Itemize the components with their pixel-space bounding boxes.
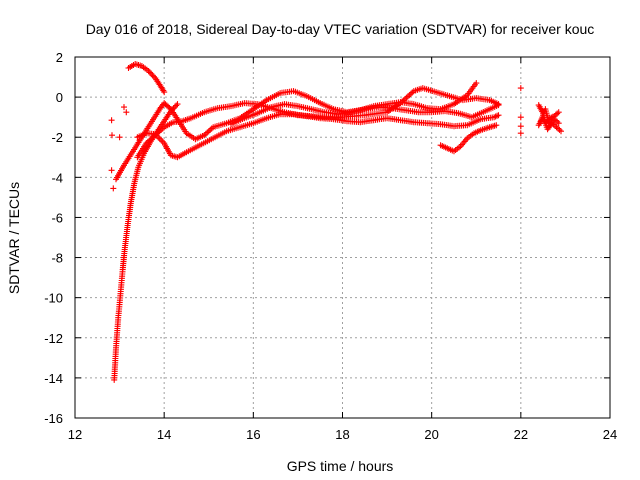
data-point	[493, 122, 500, 129]
data-point	[109, 132, 115, 139]
data-point	[145, 68, 152, 74]
data-point	[517, 114, 524, 121]
data-point	[517, 85, 524, 92]
y-tick-label: -14	[44, 371, 63, 386]
data-point	[108, 167, 115, 174]
x-tick-label: 22	[514, 427, 528, 442]
data-point	[174, 101, 181, 108]
data-point	[121, 104, 127, 111]
data-point	[552, 111, 559, 118]
y-tick-label: 0	[56, 90, 63, 105]
data-point	[397, 100, 404, 107]
y-axis-label: SDTVAR / TECUs	[6, 182, 22, 294]
data-point	[158, 137, 165, 144]
data-point	[495, 112, 502, 119]
x-tick-labels: 12 14 16 18 20 22 24	[68, 427, 617, 442]
y-tick-label: -4	[51, 170, 63, 185]
x-axis-label: GPS time / hours	[287, 458, 394, 474]
data-point	[146, 69, 153, 76]
y-tick-label: -8	[51, 251, 63, 266]
data-point	[161, 89, 168, 96]
data-point	[552, 117, 559, 124]
data-point	[555, 120, 562, 127]
y-tick-label: -2	[51, 130, 63, 145]
x-tick-label: 16	[246, 427, 260, 442]
data-point	[554, 110, 561, 117]
y-tick-label: -16	[44, 411, 63, 426]
x-tick-label: 24	[603, 427, 617, 442]
data-point	[494, 112, 501, 119]
x-tick-label: 18	[335, 427, 349, 442]
data-point	[517, 123, 524, 130]
y-tick-label: -6	[51, 210, 63, 225]
data-point	[116, 134, 123, 141]
data-point	[495, 102, 502, 109]
data-point	[205, 128, 212, 135]
y-tick-label: -12	[44, 331, 63, 346]
chart-title: Day 016 of 2018, Sidereal Day-to-day VTE…	[86, 21, 595, 37]
x-tick-label: 14	[157, 427, 171, 442]
data-point	[517, 130, 524, 137]
data-point	[492, 113, 499, 120]
data-point	[108, 117, 115, 124]
data-point	[555, 109, 562, 116]
data-point	[173, 102, 180, 109]
data-point	[407, 90, 414, 97]
data-point	[558, 128, 564, 135]
y-tick-label: 2	[56, 50, 63, 65]
plot-frame	[74, 56, 611, 419]
data-point	[156, 135, 163, 142]
data-point	[171, 103, 178, 110]
y-tick-labels: 2 0 -2 -4 -6 -8 -10 -12 -14 -16	[44, 50, 63, 426]
data-point	[123, 109, 130, 116]
data-point	[149, 72, 156, 79]
y-tick-label: -10	[44, 291, 63, 306]
data-points	[108, 61, 564, 383]
data-point	[556, 126, 563, 133]
data-point	[473, 80, 480, 87]
x-tick-label: 12	[68, 427, 82, 442]
data-point	[110, 185, 117, 192]
x-tick-label: 20	[424, 427, 438, 442]
